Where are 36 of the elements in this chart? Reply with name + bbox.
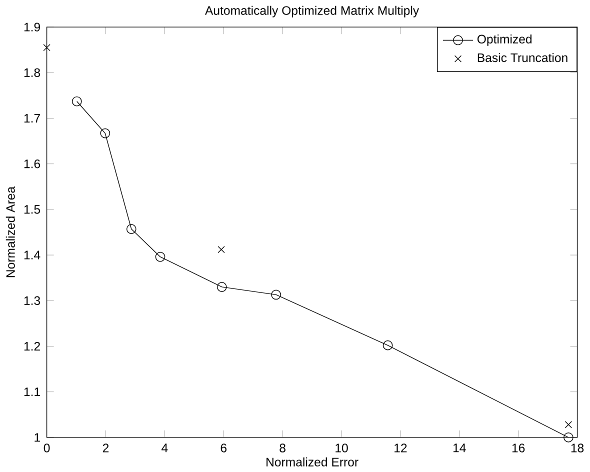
y-tick-label: 1.1 [24, 387, 40, 396]
legend-label: Optimized [477, 34, 532, 46]
point [155, 252, 166, 262]
y-tick-label: 1.8 [24, 68, 40, 77]
y-tick-label: 1.4 [24, 250, 40, 260]
point [271, 290, 282, 300]
x-tick-label: 14 [453, 444, 466, 452]
x-tick-label: 8 [280, 444, 286, 452]
x-tick-label: 0 [44, 444, 50, 452]
x-tick-label: 16 [512, 444, 525, 452]
x-tick-label: 4 [162, 444, 168, 452]
y-tick-label: 1 [34, 433, 40, 442]
point [564, 432, 574, 442]
y-tick-label: 1.3 [24, 296, 40, 305]
point [72, 96, 82, 106]
y-tick-label: 1.6 [24, 159, 40, 168]
x-tick-label: 6 [220, 444, 226, 452]
x-tick-label: 12 [394, 444, 407, 452]
y-tick-label: 1.2 [24, 342, 40, 350]
x-tick-label: 2 [102, 444, 109, 452]
point [218, 246, 225, 254]
point [100, 128, 110, 138]
point [382, 340, 393, 350]
y-axis-title: Normalized Area [6, 186, 15, 277]
point [43, 44, 50, 52]
y-tick-label: 1.7 [24, 114, 40, 122]
y-tick-label: 1.9 [24, 22, 40, 32]
x-tick-label: 10 [336, 444, 348, 452]
legend-label: Basic Truncation [478, 52, 568, 62]
y-tick-label: 1.5 [24, 205, 40, 214]
chart-title: Automatically Optimized Matrix Multiply [204, 6, 420, 18]
point [564, 420, 572, 428]
x-axis-title: Normalized Error [266, 457, 358, 466]
point [126, 224, 136, 234]
x-tick-label: 18 [571, 444, 584, 452]
point [216, 282, 227, 292]
